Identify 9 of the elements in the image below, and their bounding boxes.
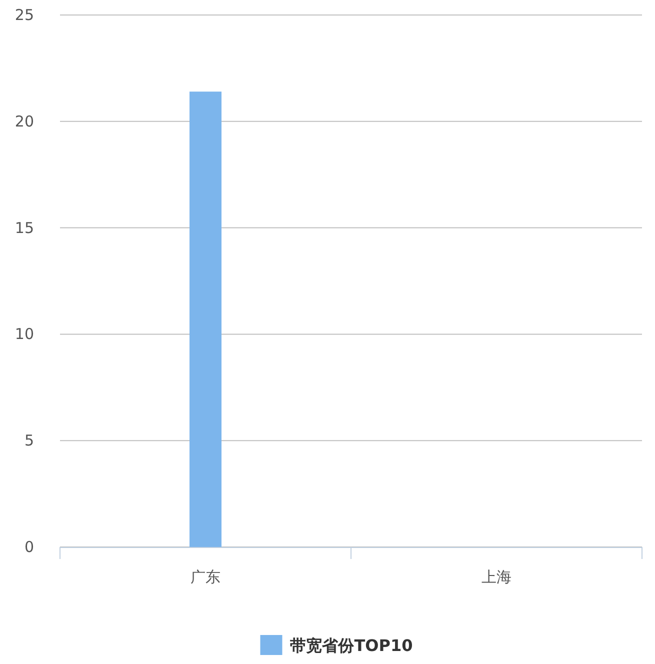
y-tick-label: 5 (24, 432, 34, 450)
y-tick-label: 0 (24, 538, 34, 556)
legend-label: 带宽省份TOP10 (290, 636, 413, 655)
x-tick-label: 广东 (190, 568, 220, 586)
y-tick-label: 10 (14, 325, 34, 344)
y-tick-label: 20 (14, 112, 34, 130)
y-tick-label: 15 (14, 218, 34, 237)
x-tick-label: 上海 (482, 568, 512, 586)
y-tick-label: 25 (14, 6, 34, 24)
